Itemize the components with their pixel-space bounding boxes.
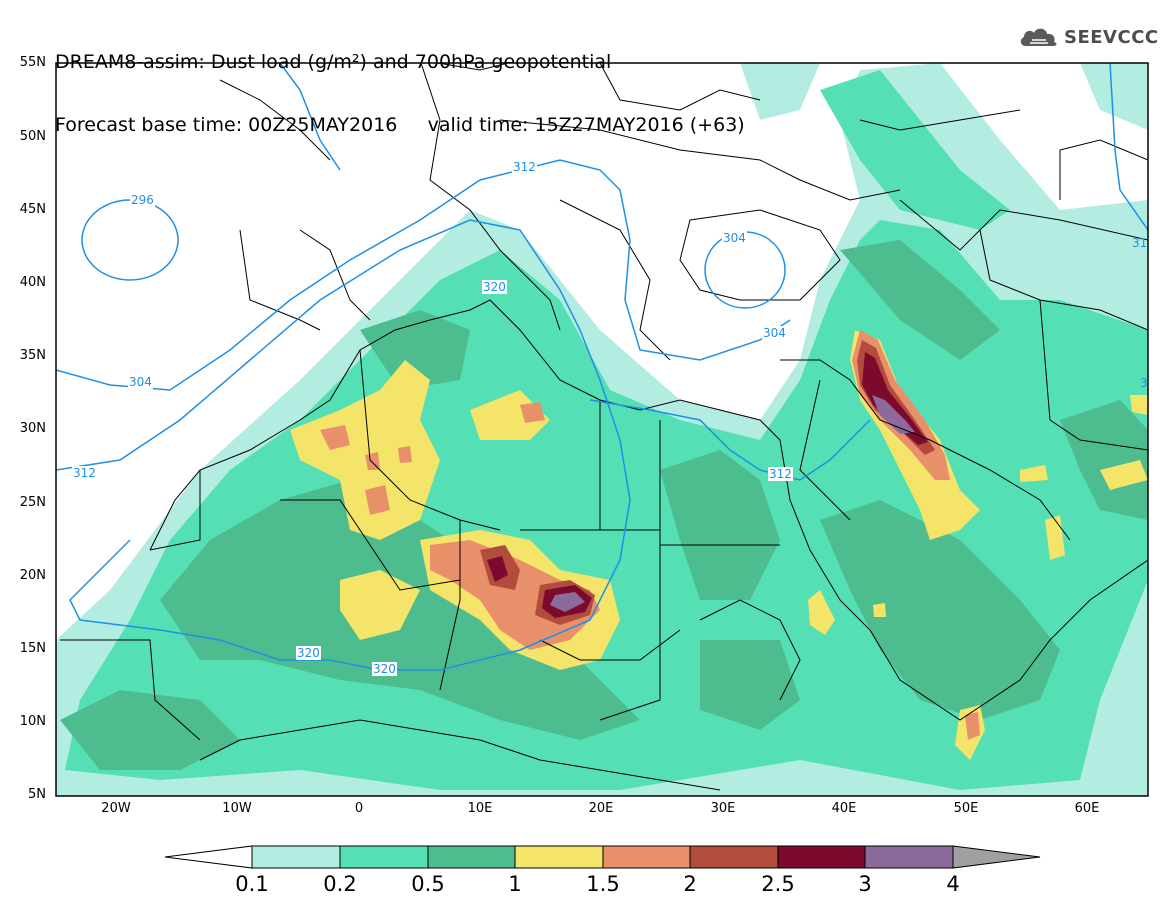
contour-label-312-east: 312 — [768, 467, 793, 481]
colorbar-label-0.1: 0.1 — [235, 872, 269, 896]
colorbar-bin-7 — [777, 845, 866, 869]
lon-label-10w: 10W — [222, 801, 252, 816]
colorbar-label-1.5: 1.5 — [586, 872, 620, 896]
lat-label-15n: 15N — [19, 641, 46, 656]
lon-label-40e: 40E — [831, 801, 857, 816]
lat-label-10n: 10N — [19, 714, 46, 729]
seevccc-logo: SEEVCCC — [1018, 24, 1159, 50]
lon-label-20w: 20W — [101, 801, 131, 816]
colorbar-label-4: 4 — [946, 872, 960, 896]
colorbar-label-2.5: 2.5 — [761, 872, 795, 896]
lat-label-50n: 50N — [19, 129, 46, 144]
contour-label-320-south: 320 — [296, 646, 321, 660]
colorbar-bin-4 — [514, 845, 604, 869]
lon-label-10e: 10E — [467, 801, 493, 816]
title-line-2: Forecast base time: 00Z25MAY2016 valid t… — [55, 114, 745, 136]
colorbar-bin-6 — [689, 845, 779, 869]
contour-label-312-west: 312 — [72, 466, 97, 480]
lon-label-0: 0 — [354, 801, 364, 816]
contour-label-312-north: 312 — [512, 160, 537, 174]
colorbar — [164, 845, 1041, 869]
dust-field-08 — [550, 395, 915, 612]
contour-label-320-south2: 320 — [372, 662, 397, 676]
colorbar-bin-8 — [864, 845, 954, 869]
contour-label-304-southeast: 304 — [762, 326, 787, 340]
lon-label-60e: 60E — [1074, 801, 1100, 816]
colorbar-bin-1 — [251, 845, 341, 869]
contour-label-320-north: 320 — [482, 280, 507, 294]
contour-label-296: 296 — [130, 193, 155, 207]
lat-label-5n: 5N — [28, 787, 46, 802]
colorbar-label-2: 2 — [683, 872, 697, 896]
contour-label-3-edge: 3 — [1140, 376, 1148, 390]
title-line-1: DREAM8-assim: Dust load (g/m²) and 700hP… — [55, 51, 612, 73]
colorbar-label-0.5: 0.5 — [411, 872, 445, 896]
lon-label-30e: 30E — [710, 801, 736, 816]
lon-label-20e: 20E — [588, 801, 614, 816]
colorbar-bin-5 — [602, 845, 691, 869]
geopotential-contours — [56, 63, 1148, 671]
colorbar-high-arrow — [952, 845, 1041, 869]
colorbar-label-3: 3 — [858, 872, 872, 896]
logo-text: SEEVCCC — [1064, 26, 1159, 48]
lat-label-35n: 35N — [19, 348, 46, 363]
colorbar-low-arrow — [164, 845, 253, 869]
colorbar-label-0.2: 0.2 — [323, 872, 357, 896]
lat-label-45n: 45N — [19, 202, 46, 217]
lat-label-20n: 20N — [19, 568, 46, 583]
lat-label-40n: 40N — [19, 275, 46, 290]
lat-label-55n: 55N — [19, 55, 46, 70]
lon-label-50e: 50E — [953, 801, 979, 816]
colorbar-bin-3 — [427, 845, 516, 869]
contour-label-304-west: 304 — [128, 375, 153, 389]
map-title: DREAM8-assim: Dust load (g/m²) and 700hP… — [55, 10, 745, 157]
lat-label-30n: 30N — [19, 421, 46, 436]
colorbar-label-1: 1 — [508, 872, 522, 896]
contour-label-304-east: 304 — [722, 231, 747, 245]
colorbar-bin-2 — [339, 845, 429, 869]
lat-label-25n: 25N — [19, 495, 46, 510]
cloud-icon — [1020, 28, 1057, 46]
contour-label-31-edge: 31 — [1132, 236, 1148, 250]
